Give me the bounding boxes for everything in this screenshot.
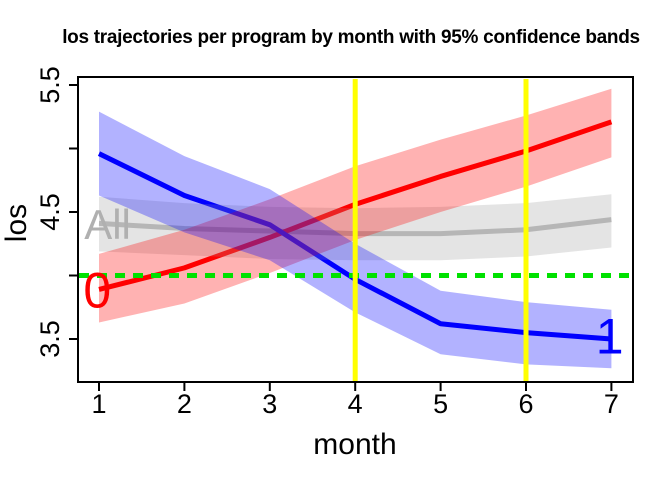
y-tick-label-los-4.5: 4.5 [35,193,65,231]
x-tick-label-month-1: 1 [91,389,106,419]
x-tick-label-month-4: 4 [348,389,363,419]
x-tick-label-month-2: 2 [177,389,192,419]
x-tick-label-month-6: 6 [518,389,533,419]
series-label-all-programs: All [84,201,131,248]
x-axis-title: month [313,428,397,461]
plot-title: los trajectories per program by month wi… [62,27,640,48]
confidence-band-program-1 [99,111,612,369]
series-label-program-1: 1 [596,308,624,364]
x-tick-label-month-3: 3 [262,389,277,419]
plot-border [77,76,634,383]
y-tick-label-los-3.5: 3.5 [35,320,65,358]
y-tick-label-los-5.5: 5.5 [35,66,65,104]
x-tick-label-month-5: 5 [433,389,448,419]
series-label-program-0: 0 [83,263,111,319]
x-tick-label-month-7: 7 [604,389,619,419]
